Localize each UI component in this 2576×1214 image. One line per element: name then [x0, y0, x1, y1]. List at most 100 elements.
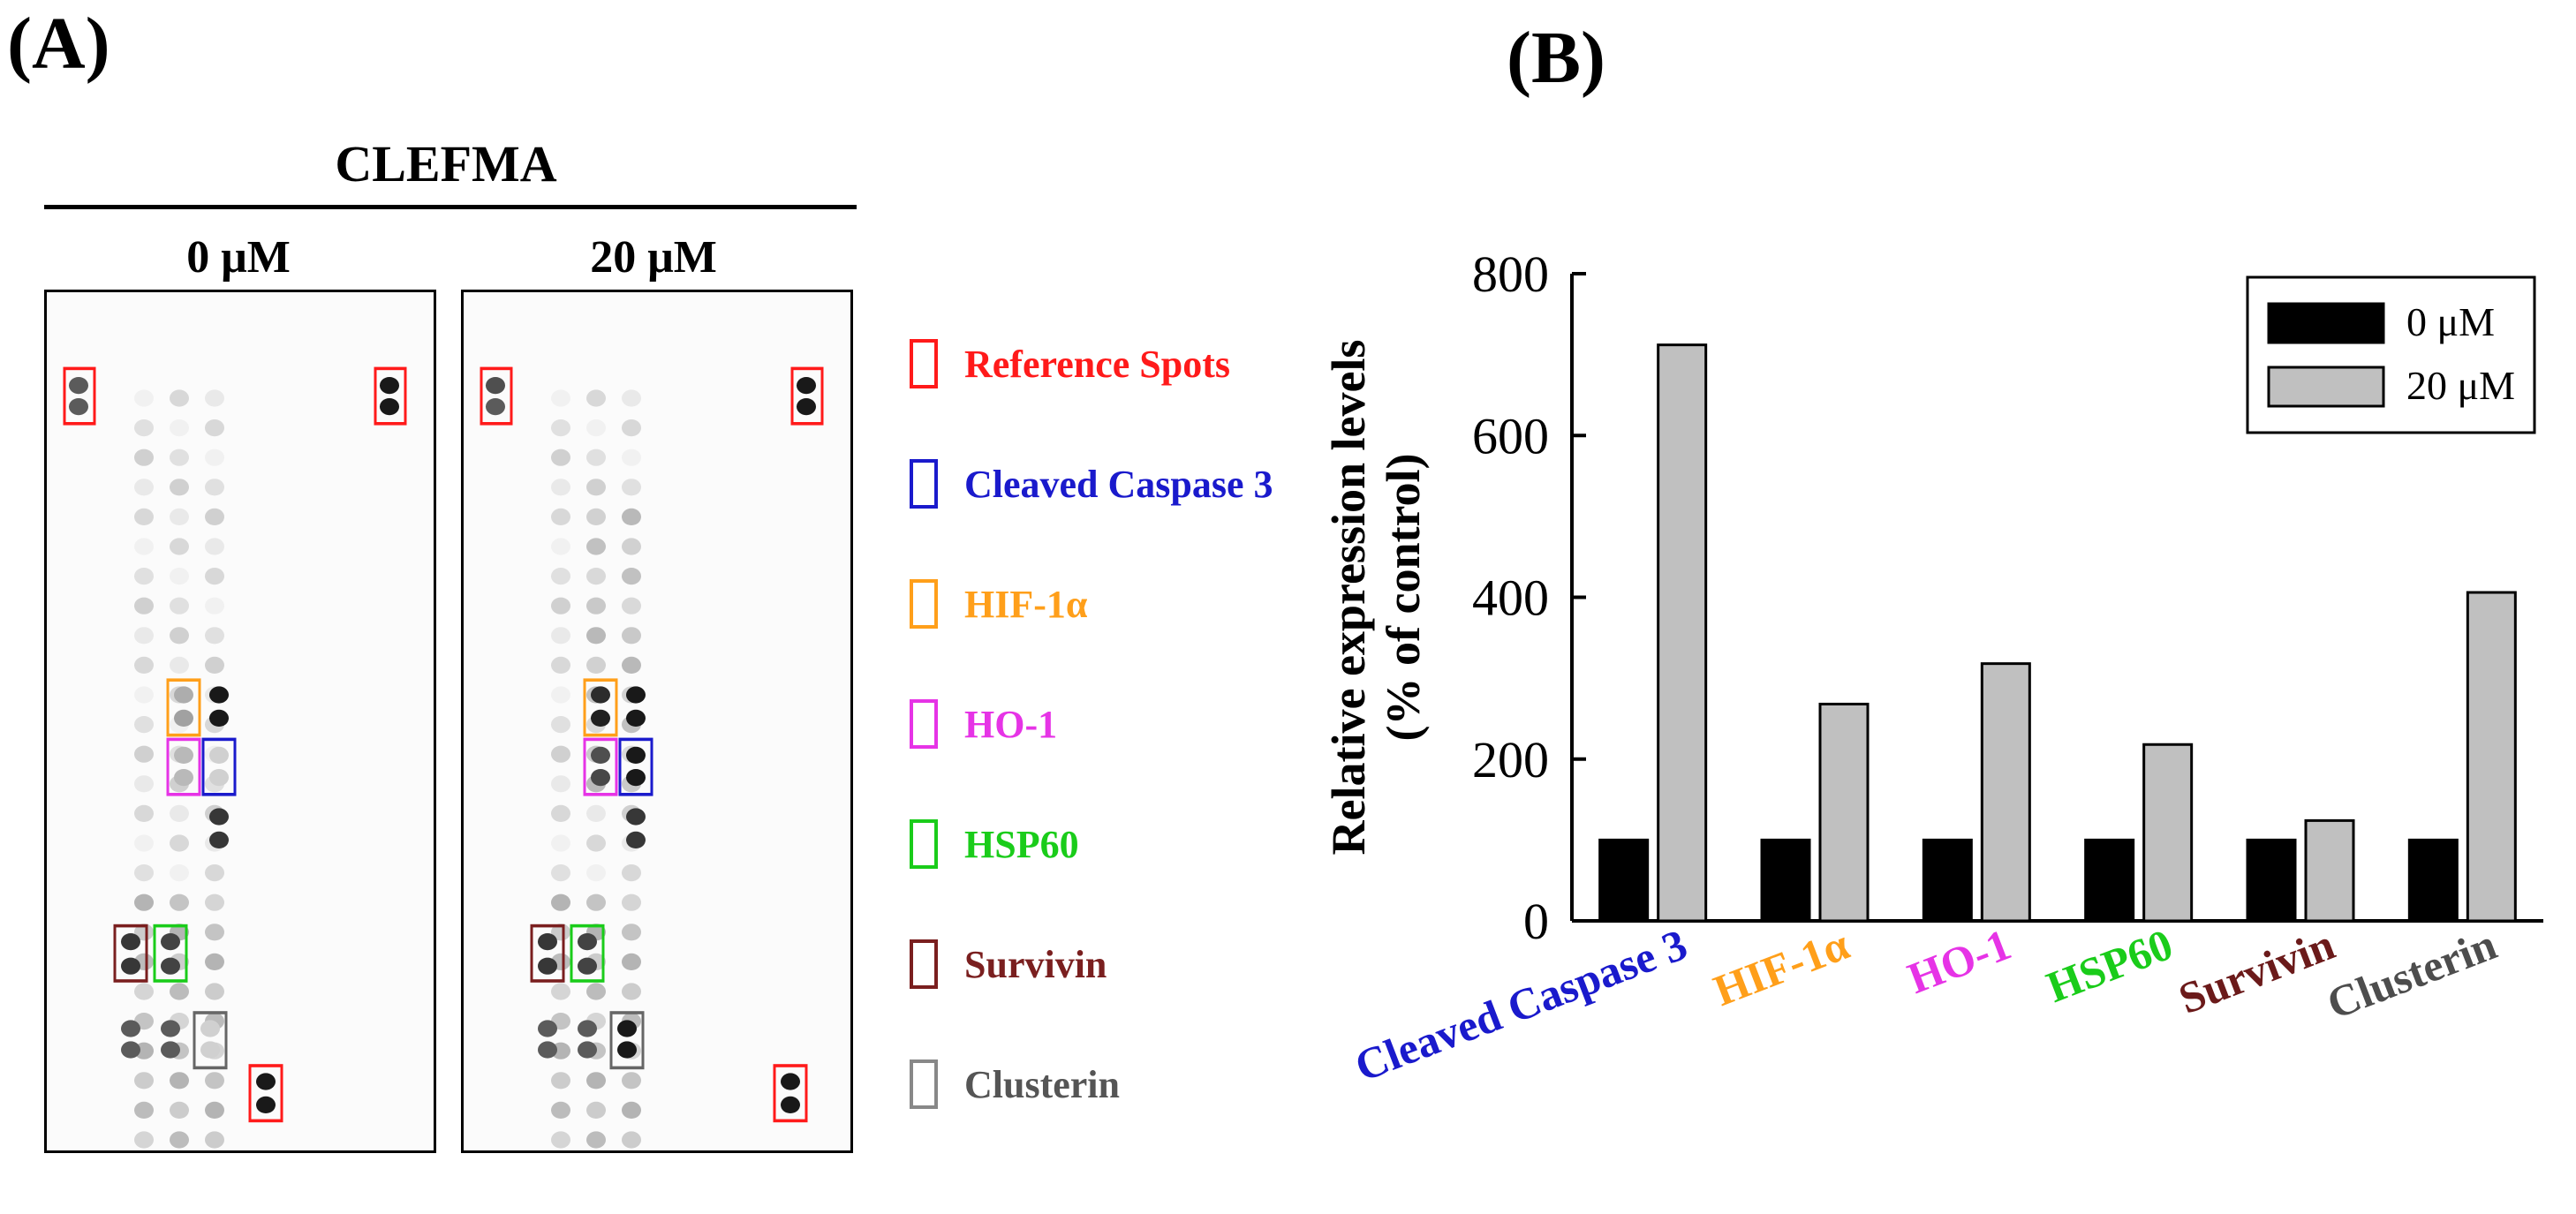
- blot-spot: [622, 864, 641, 882]
- blot-spot: [121, 1020, 140, 1037]
- blot-spot: [578, 933, 597, 951]
- blot-spot: [551, 864, 570, 882]
- legend-box-reference: [910, 339, 938, 388]
- legend-text-hsp60: HSP60: [964, 822, 1079, 866]
- legend-box-caspase: [910, 459, 938, 509]
- blot-highlight-box: [166, 678, 201, 737]
- blot-spot: [134, 834, 154, 852]
- legend-box-ho1: [910, 699, 938, 749]
- y-tick-label: 400: [1472, 569, 1549, 627]
- blot-highlight-box: [583, 737, 618, 796]
- blot-spot: [586, 627, 606, 645]
- bar-20um-3: [2142, 743, 2194, 923]
- bar-20um-2: [1980, 662, 2031, 923]
- blot-spot: [486, 398, 505, 416]
- blot-spot: [578, 1020, 597, 1037]
- blot-spot: [586, 389, 606, 407]
- blot-spot: [578, 1041, 597, 1059]
- blot-spot: [622, 656, 641, 674]
- blot-highlight-box: [583, 678, 618, 737]
- y-tick-label: 200: [1472, 731, 1549, 788]
- bar-20um-4: [2304, 818, 2355, 923]
- blot-spot: [170, 419, 189, 437]
- blot-spot: [626, 746, 646, 764]
- blot-spot: [170, 894, 189, 911]
- legend-box-survivin: [910, 939, 938, 989]
- legend-hsp60: HSP60: [910, 818, 1079, 871]
- blot-spots-0um: [63, 366, 407, 1149]
- blot-spot: [205, 419, 224, 437]
- blot-spot: [538, 933, 557, 951]
- blot-spot: [69, 398, 88, 416]
- blot-highlight-box: [618, 737, 653, 796]
- blot-spot: [134, 597, 154, 615]
- blot-spot: [551, 538, 570, 555]
- blot-spot: [174, 746, 193, 764]
- blot-spot: [134, 716, 154, 734]
- blot-spot: [538, 1020, 557, 1037]
- legend-text-survivin: Survivin: [964, 942, 1107, 986]
- legend-label-0um: 0 μM: [2406, 299, 2495, 344]
- blot-spot: [134, 775, 154, 793]
- x-category-label: HSP60: [2040, 919, 2179, 1012]
- blot-spot: [551, 745, 570, 763]
- blot-spot: [134, 479, 154, 496]
- blot-spot: [161, 933, 180, 951]
- blot-spot: [586, 983, 606, 1000]
- blot-spot: [586, 1101, 606, 1119]
- blot-spot: [551, 804, 570, 822]
- blot-spot: [538, 957, 557, 975]
- blot-spot: [622, 419, 641, 437]
- bar-0um-3: [2084, 838, 2135, 923]
- blot-spot: [586, 1131, 606, 1149]
- blot-spot: [170, 597, 189, 615]
- blot-spot: [586, 1072, 606, 1090]
- blot-spot: [174, 686, 193, 704]
- blot-spot: [591, 709, 610, 727]
- blot-membrane-0um: [44, 290, 436, 1153]
- blot-spot: [170, 983, 189, 1000]
- x-category-label: Cleaved Caspase 3: [1348, 919, 1694, 1091]
- blot-highlight-box: [153, 924, 188, 983]
- blot-spot: [551, 924, 570, 941]
- blot-spot: [134, 508, 154, 525]
- blot-spot: [622, 568, 641, 585]
- blot-spots-20um: [480, 366, 824, 1149]
- blot-spot: [551, 597, 570, 615]
- blot-spot: [586, 864, 606, 882]
- blot-spot: [200, 1020, 220, 1037]
- blot-spot: [551, 1072, 570, 1090]
- blot-spot: [205, 508, 224, 525]
- blot-highlight-box: [773, 1064, 808, 1123]
- blot-spot: [205, 627, 224, 645]
- blot-spot: [170, 449, 189, 466]
- blot-spot: [586, 597, 606, 615]
- blot-highlight-box: [113, 924, 148, 983]
- bar-20um-1: [1818, 702, 1870, 923]
- blot-spot: [626, 808, 646, 826]
- blot-spot: [586, 479, 606, 496]
- blot-highlight-box: [63, 366, 96, 426]
- blot-spot: [209, 831, 229, 848]
- blot-spot: [586, 894, 606, 911]
- blot-spot: [200, 1041, 220, 1059]
- blot-spot: [622, 389, 641, 407]
- legend-swatch-0um: [2267, 302, 2385, 344]
- blot-spot: [551, 983, 570, 1000]
- blot-spot: [170, 834, 189, 852]
- blot-spot: [622, 894, 641, 911]
- blot-spot: [622, 538, 641, 555]
- blot-spot: [551, 568, 570, 585]
- blot-spot: [205, 953, 224, 970]
- bar-0um-5: [2407, 838, 2459, 923]
- blot-spot: [174, 769, 193, 787]
- blot-spot: [134, 1101, 154, 1119]
- blot-membrane-20um: [461, 290, 853, 1153]
- y-axis-label-line: (% of control): [1377, 454, 1430, 742]
- dose-label-20: 20 μM: [590, 232, 717, 283]
- blot-spot: [205, 983, 224, 1000]
- blot-spot: [622, 1072, 641, 1090]
- blot-spot: [551, 627, 570, 645]
- y-axis-label: Relative expression levels(% of control): [1322, 340, 1430, 856]
- blot-spot: [586, 538, 606, 555]
